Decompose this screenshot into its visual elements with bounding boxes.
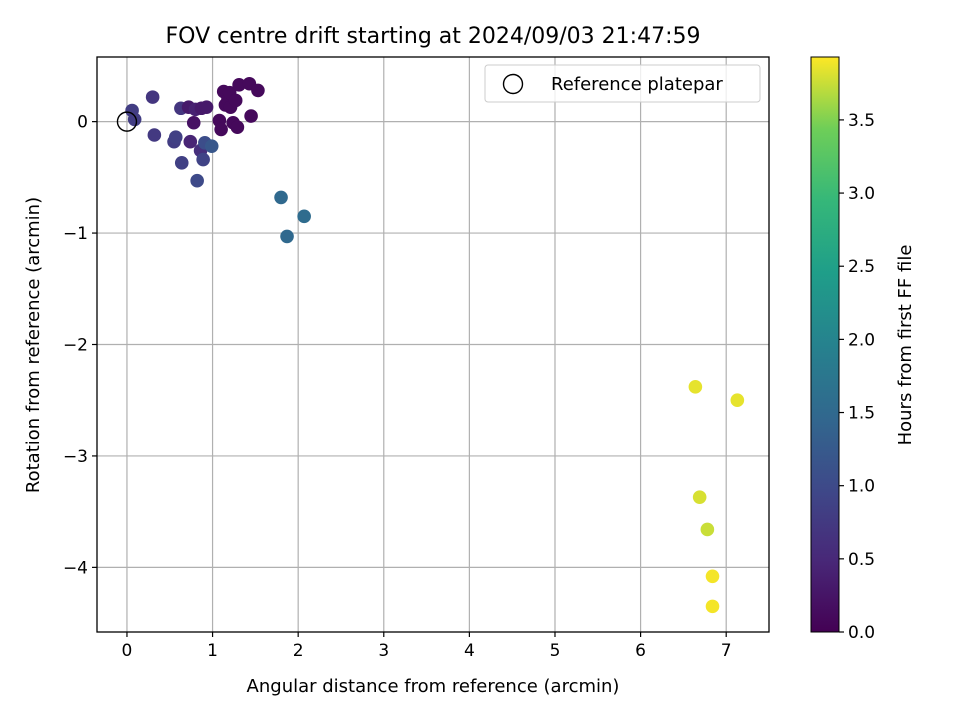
data-point [196,152,210,167]
data-point [199,100,214,114]
y-axis-ticks: 0 −1 −2 −3 −4 [63,113,97,578]
x-tick-label: 6 [635,641,646,661]
data-point [204,139,219,153]
x-axis-ticks: 0 1 2 3 4 5 6 7 [122,632,732,661]
data-point [244,109,258,123]
y-tick-label: −2 [63,336,88,356]
data-point [705,569,720,584]
colorbar-tick-label: 2.5 [848,257,875,277]
data-point [692,490,707,504]
reference-point [116,111,138,132]
data-point [127,112,142,127]
colorbar-tick-label: 0.5 [848,550,875,570]
colorbar-label: Hours from first FF file [895,245,916,446]
data-point [705,599,720,614]
y-tick-label: 0 [77,113,88,133]
data-point [230,120,245,135]
x-tick-label: 2 [293,641,304,661]
x-tick-label: 1 [207,641,218,661]
y-tick-label: −4 [63,558,88,578]
data-point [730,393,745,408]
chart-title: FOV centre drift starting at 2024/09/03 … [166,24,701,49]
data-points [125,76,745,614]
grid-lines [97,57,769,632]
colorbar-tick-label: 1.0 [848,477,875,497]
x-tick-label: 7 [721,641,732,661]
y-tick-label: −1 [63,224,88,244]
data-point [145,90,160,104]
colorbar-tick-label: 3.0 [848,184,875,204]
data-point [228,93,243,108]
y-tick-label: −3 [63,447,88,467]
y-axis-label: Rotation from reference (arcmin) [23,197,44,493]
data-point [688,380,703,394]
data-point [183,134,198,149]
colorbar-tick-label: 3.5 [848,111,875,131]
colorbar-tick-label: 1.5 [848,404,875,424]
colorbar-tick-label: 0.0 [848,623,875,643]
x-tick-label: 0 [122,641,133,661]
colorbar-ticks: 0.0 0.5 1.0 1.5 2.0 2.5 3.0 3.5 [839,111,875,643]
legend: Reference platepar [484,64,761,103]
x-tick-label: 4 [464,641,475,661]
legend-label-reference: Reference platepar [551,74,723,95]
legend-box [484,64,761,103]
data-point [168,130,183,145]
data-point [186,115,201,130]
data-point [232,78,246,92]
data-point [274,190,288,205]
colorbar [810,56,840,633]
x-tick-label: 3 [378,641,389,661]
data-point [147,128,162,142]
colorbar-tick-label: 2.0 [848,330,875,350]
reference-marker [116,111,138,132]
data-point [297,209,311,224]
legend-reference-marker [502,73,524,95]
data-point [214,122,228,137]
data-point [190,173,204,188]
x-axis-label: Angular distance from reference (arcmin) [247,676,620,697]
data-point [700,522,715,537]
x-tick-label: 5 [550,641,561,661]
data-point [174,156,189,170]
data-point [280,229,294,244]
data-point [251,83,265,98]
